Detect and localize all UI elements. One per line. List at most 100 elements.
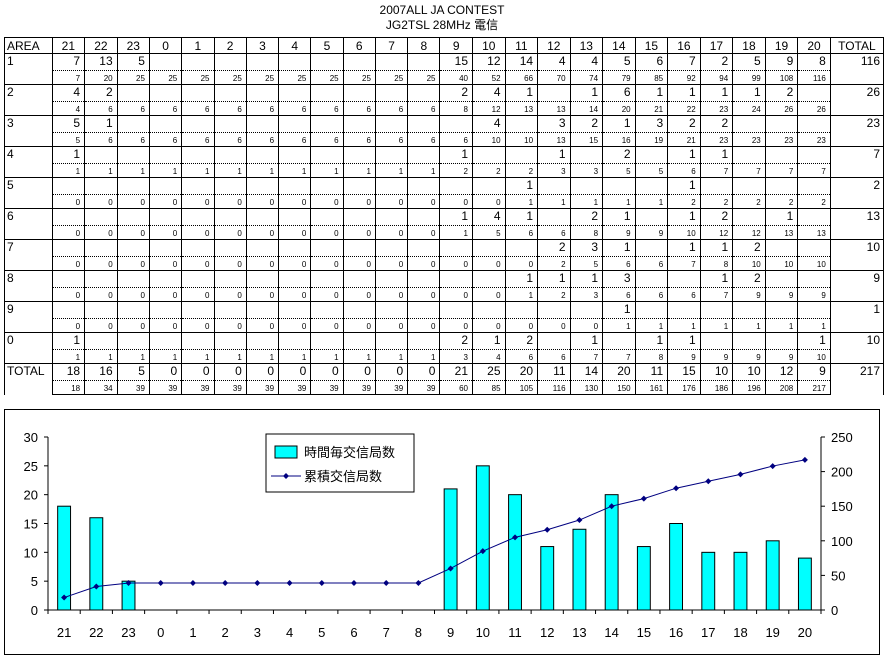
x-tick-label: 9 <box>447 625 454 640</box>
cumulative-count: 1 <box>634 318 669 333</box>
cumulative-count: 0 <box>374 318 409 333</box>
y-tick-label-left: 10 <box>24 545 38 560</box>
hour-count: 1 <box>667 177 701 195</box>
row-area: 0 <box>4 332 53 364</box>
hour-count: 12 <box>764 363 799 381</box>
hour-count: 2 <box>537 239 571 257</box>
hour-count <box>310 239 344 257</box>
hour-count <box>537 301 571 319</box>
hour-count <box>245 239 280 257</box>
hour-count: 1 <box>602 301 636 319</box>
hour-count <box>181 270 215 288</box>
hour-count <box>278 208 312 226</box>
cumulative-count: 2 <box>699 194 734 209</box>
cumulative-count: 1 <box>84 163 118 178</box>
hour-count <box>764 177 799 195</box>
line-point <box>608 503 615 510</box>
bar <box>572 528 587 611</box>
cumulative-count: 10 <box>472 132 506 147</box>
cumulative-count: 0 <box>504 318 539 333</box>
cumulative-count: 6 <box>245 132 280 147</box>
y-tick-label-right: 0 <box>831 603 838 618</box>
cumulative-count: 0 <box>148 225 183 240</box>
bar <box>540 546 555 611</box>
hour-count: 0 <box>213 363 247 381</box>
hour-count <box>245 208 280 226</box>
hour-count: 1 <box>537 146 571 164</box>
y-tick-label-right: 50 <box>831 568 845 583</box>
hour-count: 25 <box>472 363 506 381</box>
cumulative-count: 2 <box>472 163 506 178</box>
x-tick-label: 11 <box>508 625 522 640</box>
cumulative-count: 0 <box>116 287 150 302</box>
hour-count <box>116 115 150 133</box>
line-point <box>383 580 390 587</box>
cumulative-count: 0 <box>310 256 344 271</box>
table-row: 1 7 13 5 15 12 14 4 4 5 6 7 2 5 9 8 116 <box>4 53 884 85</box>
table-row-cumulative: 1 1 1 1 1 1 1 1 1 1 1 1 3 4 6 6 7 7 8 9 9 9 9 10 <box>5 349 884 364</box>
cumulative-count: 7 <box>569 349 604 364</box>
cumulative-count: 6 <box>504 349 539 364</box>
cumulative-count: 1 <box>181 349 215 364</box>
hour-count <box>84 239 118 257</box>
x-tick-label: 3 <box>254 625 261 640</box>
cumulative-count: 1 <box>181 163 215 178</box>
row-area: 4 <box>4 146 53 178</box>
hour-count <box>213 146 247 164</box>
hour-count <box>213 84 247 102</box>
cumulative-count: 0 <box>278 194 312 209</box>
hour-count <box>181 84 215 102</box>
hour-count: 0 <box>181 363 215 381</box>
x-tick-label: 14 <box>604 625 618 640</box>
cumulative-count: 5 <box>569 256 604 271</box>
hour-count <box>342 239 376 257</box>
hour-count <box>148 115 183 133</box>
header-hour: 2 <box>213 37 247 54</box>
hour-count <box>245 177 280 195</box>
hour-count <box>342 115 376 133</box>
hour-count <box>278 301 312 319</box>
hour-count <box>278 53 312 71</box>
hour-count: 2 <box>699 208 734 226</box>
cumulative-count: 0 <box>148 318 183 333</box>
cumulative-count: 39 <box>116 380 150 395</box>
hour-count: 2 <box>699 53 734 71</box>
header-hour: 12 <box>537 37 571 54</box>
row-total: 9 <box>829 270 884 302</box>
cumulative-count: 25 <box>213 70 247 85</box>
cumulative-count: 0 <box>148 287 183 302</box>
line-point <box>769 463 776 470</box>
x-tick-label: 1 <box>189 625 196 640</box>
hour-count <box>602 177 636 195</box>
hour-count <box>407 301 441 319</box>
table-row: TOTAL 18 16 5 0 0 0 0 0 0 0 0 0 21 25 20 11 14 20 11 15 10 10 1… <box>4 363 884 395</box>
hour-count <box>797 146 831 164</box>
cumulative-count: 0 <box>439 194 473 209</box>
hour-count: 1 <box>602 208 636 226</box>
cumulative-count: 1 <box>537 194 571 209</box>
hour-count <box>278 146 312 164</box>
hour-count <box>374 301 409 319</box>
legend-box <box>265 433 415 493</box>
cumulative-count: 13 <box>764 225 799 240</box>
hour-count: 2 <box>569 208 604 226</box>
hour-count <box>667 301 701 319</box>
y-tick-label-right: 200 <box>831 465 853 480</box>
table-row-cumulative: 18 34 39 39 39 39 39 39 39 39 39 39 60 85 105 116 130 150… <box>5 380 884 395</box>
cumulative-count: 105 <box>504 380 539 395</box>
x-tick-label: 10 <box>476 625 490 640</box>
cumulative-count: 1 <box>84 349 118 364</box>
hour-count <box>407 115 441 133</box>
hour-count <box>407 84 441 102</box>
hour-count <box>181 177 215 195</box>
cumulative-count: 4 <box>51 101 86 116</box>
cumulative-count: 6 <box>342 132 376 147</box>
line-point <box>61 594 68 601</box>
header-area-label: AREA <box>4 37 53 54</box>
hour-count <box>245 84 280 102</box>
cumulative-count: 25 <box>310 70 344 85</box>
hour-count <box>504 115 539 133</box>
